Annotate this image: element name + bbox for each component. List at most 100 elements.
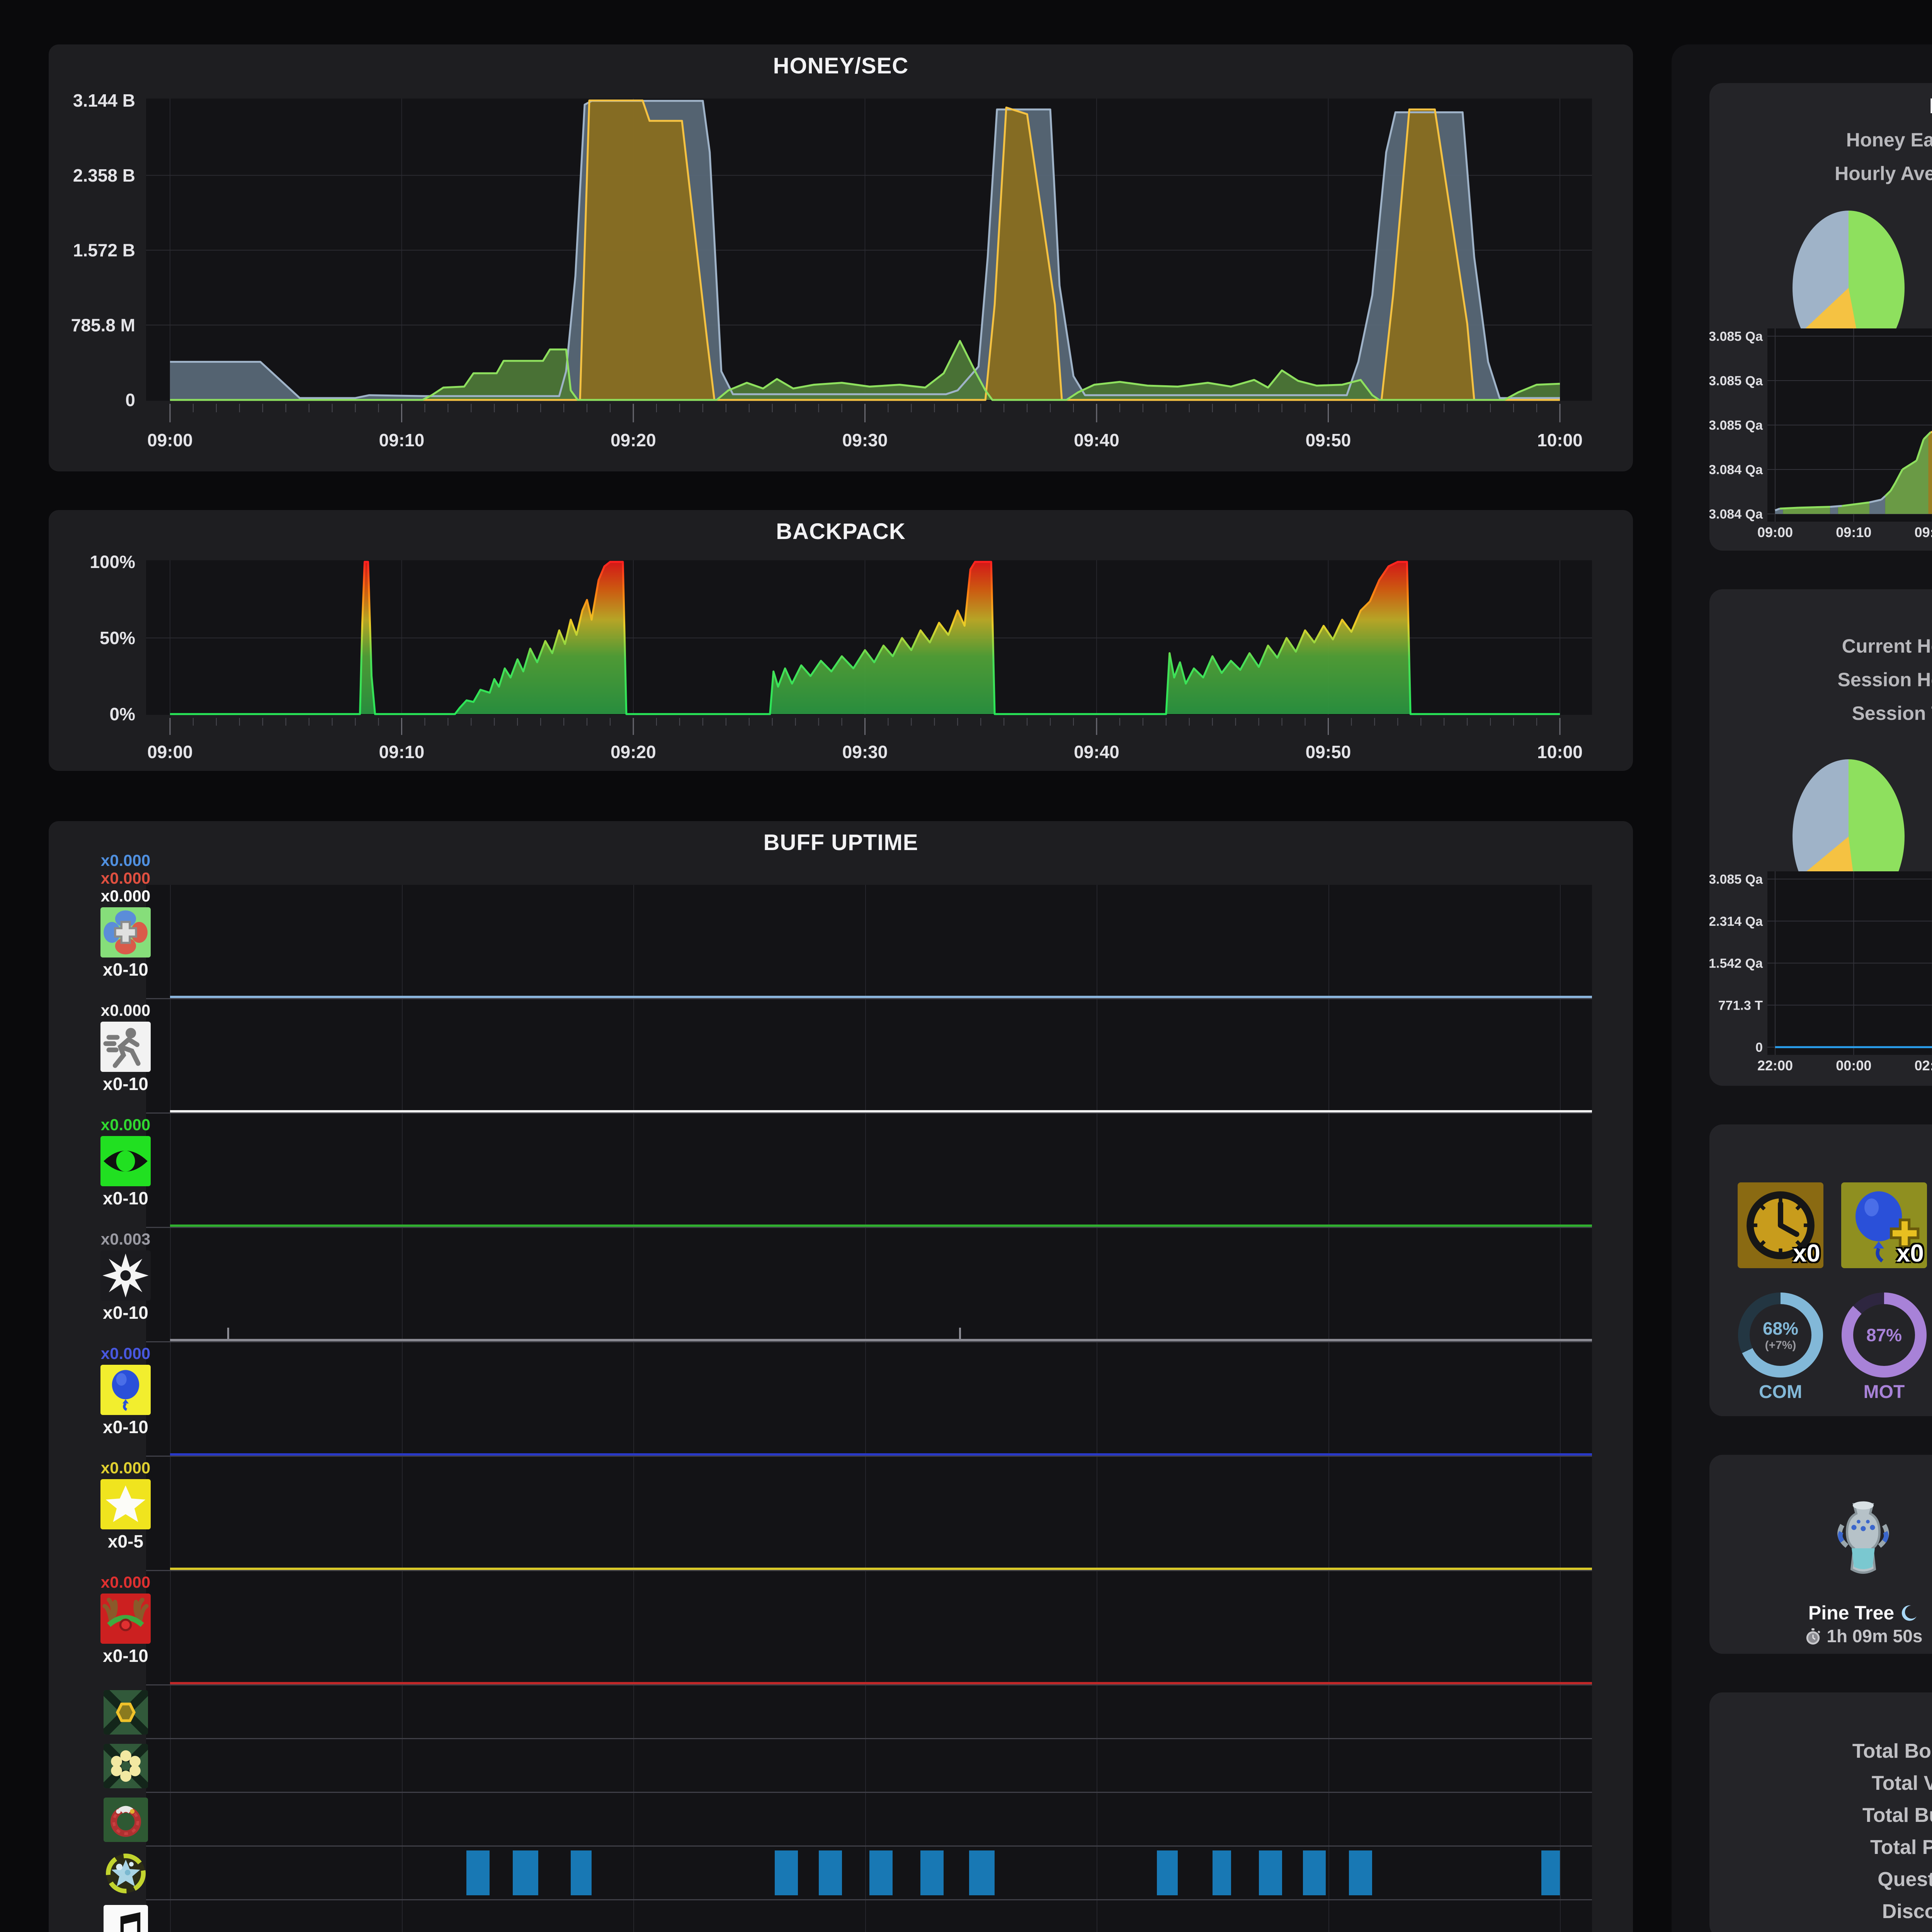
svg-text:3.085 Qa: 3.085 Qa — [1709, 872, 1763, 887]
stat-row-disconnects: Disconnects0 — [1882, 1900, 1932, 1923]
buff-active-bar — [1259, 1850, 1282, 1895]
buff-multiplier-labels: x0.000 — [100, 1344, 151, 1362]
buff-tile-balloon: x0 — [1841, 1182, 1927, 1268]
buff-row-star — [146, 1457, 1592, 1571]
svg-text:02:00: 02:00 — [1915, 1058, 1932, 1073]
honey-earned-label: Honey Earned — [1846, 129, 1932, 151]
svg-text:09:10: 09:10 — [379, 742, 425, 762]
buff-row-music-note — [146, 1900, 1592, 1932]
buff-range-label: x0-10 — [103, 959, 148, 980]
svg-text:2.358 B: 2.358 B — [73, 165, 135, 185]
svg-text:09:50: 09:50 — [1306, 742, 1351, 762]
stats-title: STATS — [1709, 1702, 1932, 1728]
buff-multiplier-labels: x0.000 — [100, 1573, 151, 1591]
svg-text:09:30: 09:30 — [842, 742, 888, 762]
session-honey-chart: 3.085 Qa 2.314 Qa 1.542 Qa 771.3 T 0 22:00 00:… — [1709, 871, 1932, 1073]
backpack-title: BACKPACK — [776, 519, 906, 544]
svg-text:00:00: 00:00 — [1836, 1058, 1871, 1073]
svg-text:09:20: 09:20 — [611, 430, 656, 450]
buffs-title: BUFFS — [1709, 1134, 1932, 1160]
stopwatch-icon — [1804, 1626, 1822, 1646]
svg-text:1.572 B: 1.572 B — [73, 240, 135, 260]
svg-text:09:40: 09:40 — [1074, 742, 1119, 762]
balloon-plus-icon — [1841, 1182, 1927, 1268]
svg-text:0: 0 — [125, 390, 135, 410]
planters-title: PLANTERS — [1709, 1465, 1932, 1490]
star-badge-icon — [104, 1851, 148, 1896]
svg-text:09:30: 09:30 — [842, 430, 888, 450]
buff-multiplier-labels: x0.000 — [100, 1116, 151, 1134]
buff-row-field-boost — [146, 885, 1592, 999]
pop-star-icon — [100, 1250, 151, 1301]
buff-uptime-chart — [146, 885, 1592, 1932]
svg-text:09:40: 09:40 — [1074, 430, 1119, 450]
buff-active-bar — [1349, 1850, 1372, 1895]
buff-range-label: x0-10 — [103, 1188, 148, 1208]
buff-tile-clock: x0 — [1738, 1182, 1823, 1268]
buff-active-bar — [513, 1850, 539, 1895]
buff-active-bar — [571, 1850, 592, 1895]
honey-per-sec-title: HONEY/SEC — [773, 53, 909, 78]
festive-antlers-icon — [100, 1594, 151, 1644]
svg-text:0%: 0% — [110, 704, 135, 724]
stat-row-total-planters: Total Planters7 2 — [1870, 1836, 1932, 1859]
svg-text:3.085 Qa: 3.085 Qa — [1709, 418, 1763, 433]
session-time-row: Session Time 07:11:29 — [1852, 702, 1932, 724]
session-honey-row: Session Honey 3.085 Qa — [1837, 669, 1932, 690]
svg-text:09:00: 09:00 — [147, 742, 193, 762]
buff-row-pop-star — [146, 1228, 1592, 1342]
svg-text:50%: 50% — [100, 628, 135, 648]
planters-panel: PLANTERS Pine Tree 1h 09m 50s Sunflower … — [1709, 1455, 1932, 1654]
buff-row-focus-eye — [146, 1114, 1592, 1228]
stat-row-total-boss-kills: Total Boss Kills0 — [1852, 1740, 1932, 1762]
svg-text:1.542 Qa: 1.542 Qa — [1709, 956, 1763, 971]
svg-text:09:50: 09:50 — [1306, 430, 1351, 450]
buff-multiplier-labels: x0.000 x0.000 x0.000 — [100, 851, 151, 905]
buff-multiplier-labels: x0.000 — [100, 1459, 151, 1477]
ring-com: 68% (+7%) COM — [1738, 1293, 1823, 1402]
right-sidebar: LAST HOUR Honey Earned 1.948 T Hourly Av… — [1672, 44, 1932, 1932]
haste-icon — [100, 1022, 151, 1072]
pine-planter-icon — [1828, 1501, 1898, 1580]
star-icon — [100, 1479, 151, 1529]
svg-text:0: 0 — [1755, 1040, 1763, 1055]
svg-text:785.8 M: 785.8 M — [71, 315, 135, 335]
buff-multiplier-labels: x0.000 — [100, 1001, 151, 1019]
svg-text:09:00: 09:00 — [1757, 524, 1793, 540]
ring-mot: 87% MOT — [1842, 1293, 1927, 1402]
buff-active-bar — [1212, 1850, 1231, 1895]
buff-range-label: x0-10 — [103, 1417, 148, 1437]
hex-flag-icon — [100, 1687, 151, 1738]
stat-row-quests-done: Quests Done6 1 — [1878, 1868, 1932, 1891]
hourly-average-row: Hourly Average -283. T (+14%) — [1709, 162, 1932, 189]
buff-range-label: x0-10 — [103, 1074, 148, 1094]
svg-text:3.085 Qa: 3.085 Qa — [1709, 329, 1763, 344]
clock-icon — [1738, 1182, 1823, 1268]
current-honey-row: Current Honey 3.085 Qa — [1842, 635, 1932, 657]
svg-text:09:20: 09:20 — [611, 742, 656, 762]
field-boost-icon — [100, 907, 151, 957]
buff-row-star-badge — [146, 1847, 1592, 1900]
buff-multiplier-labels: x0.003 — [100, 1230, 151, 1248]
svg-text:09:00: 09:00 — [147, 430, 193, 450]
planter-pine-tree: Pine Tree 1h 09m 50s — [1786, 1497, 1932, 1646]
buff-active-bar — [818, 1850, 842, 1895]
buffs-panel: BUFFS x0 x0 x0 x0 x0 68%( — [1709, 1124, 1932, 1416]
music-note-icon — [103, 1905, 148, 1932]
buff-row-hex-flag — [146, 1685, 1592, 1739]
stats-panel: STATS Total Boss Kills0 Total Vic Kills0… — [1709, 1692, 1932, 1932]
session-title: SESSION — [1709, 599, 1932, 624]
buff-row-flower-flag — [146, 1739, 1592, 1793]
svg-text:100%: 100% — [90, 552, 135, 572]
last-hour-honey-chart: 3.085 Qa 3.085 Qa 3.085 Qa 3.084 Qa 3.084 Qa… — [1709, 328, 1932, 540]
svg-text:22:00: 22:00 — [1757, 1058, 1793, 1073]
last-hour-panel: LAST HOUR Honey Earned 1.948 T Hourly Av… — [1709, 83, 1932, 551]
moon-icon — [1900, 1602, 1918, 1624]
flower-flag-icon — [100, 1741, 151, 1791]
buff-row-blue-balloon — [146, 1342, 1592, 1457]
buff-active-bar — [1541, 1850, 1560, 1895]
buff-active-bar — [774, 1850, 798, 1895]
svg-text:09:20: 09:20 — [1915, 524, 1932, 540]
